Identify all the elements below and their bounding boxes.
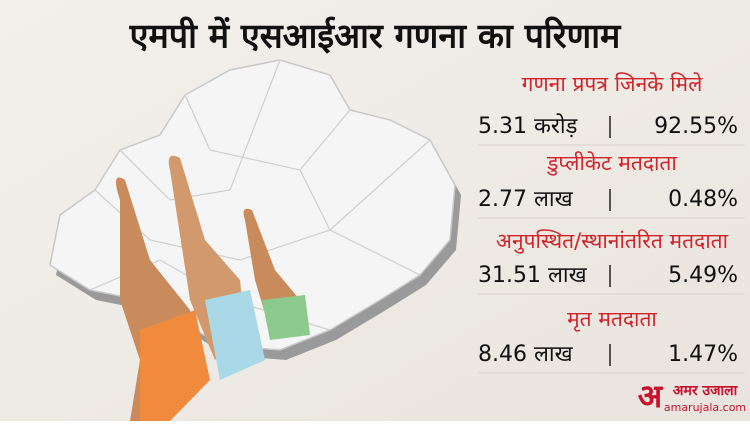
logo: अ अमर उजाला amarujala.com	[638, 377, 746, 415]
stat-percent: 92.55%	[654, 114, 738, 139]
stat-percent: 1.47%	[668, 342, 738, 367]
stat-count: 8.46 लाख	[478, 342, 574, 367]
stat-label: मृत मतदाता	[567, 307, 657, 332]
logo-name: अमर उजाला	[673, 383, 739, 399]
stats-panel: गणना प्रपत्र जिनके मिले 5.31 करोड़ 92.55% ड…	[478, 72, 745, 374]
logo-mark: अ	[638, 377, 664, 415]
stat-label: अनुपस्थित/स्थानांतरित मतदाता	[496, 229, 729, 254]
hands-illustration	[116, 155, 310, 421]
logo-site: amarujala.com	[664, 401, 746, 414]
title: एमपी में एसआईआर गणना का परिणाम	[129, 16, 622, 57]
stat-count: 2.77 लाख	[478, 187, 574, 212]
stat-label: डुप्लीकेट मतदाता	[546, 151, 677, 176]
stat-count: 31.51 लाख	[478, 263, 588, 288]
stat-percent: 0.48%	[668, 187, 738, 212]
stat-label: गणना प्रपत्र जिनके मिले	[522, 72, 703, 96]
stat-percent: 5.49%	[668, 263, 738, 288]
stat-count: 5.31 करोड़	[478, 113, 578, 139]
